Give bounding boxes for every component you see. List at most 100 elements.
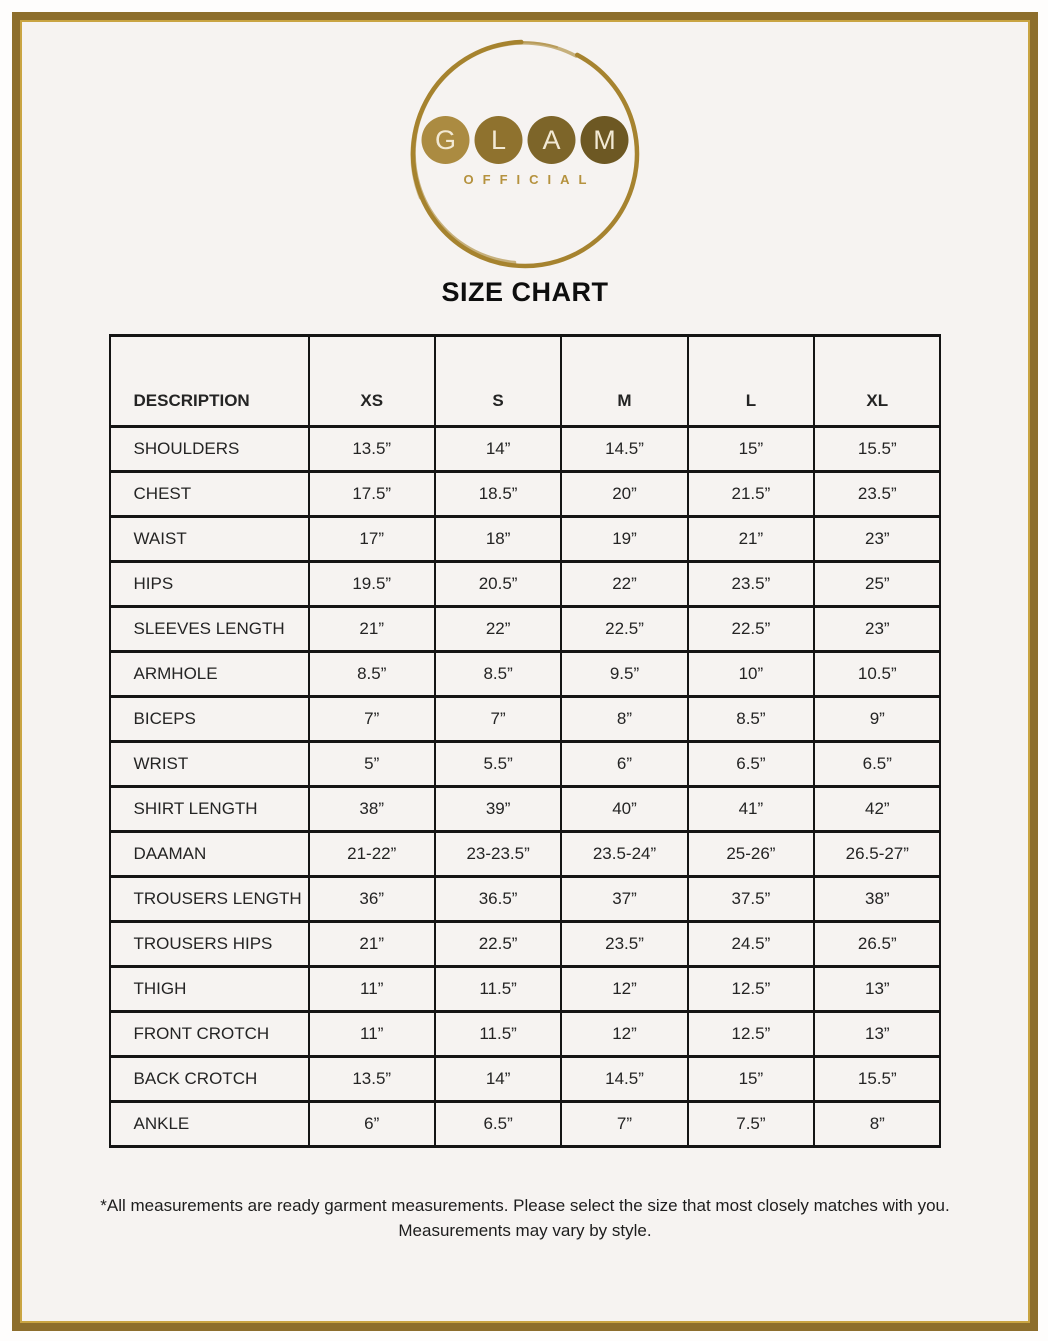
measurement-cell: 26.5” (813, 920, 942, 968)
measurement-cell: 36” (307, 875, 436, 923)
measurement-cell: 15.5” (813, 425, 942, 473)
measurement-cell: 6.5” (433, 1100, 563, 1148)
gold-frame: G L A M OFFICIAL SIZE CHART DESCRIPTION … (12, 12, 1038, 1331)
row-label: TROUSERS LENGTH (108, 875, 310, 923)
column-header-l: L (686, 334, 816, 428)
measurement-cell: 38” (307, 785, 436, 833)
measurement-cell: 8.5” (686, 695, 816, 743)
measurement-cell: 23” (813, 605, 942, 653)
table-row: BACK CROTCH 13.5” 14” 14.5” 15” 15.5” (108, 1055, 942, 1103)
measurement-cell: 25-26” (686, 830, 816, 878)
measurement-cell: 19.5” (307, 560, 436, 608)
table-row: BICEPS 7” 7” 8” 8.5” 9” (108, 695, 942, 743)
measurement-cell: 6.5” (686, 740, 816, 788)
row-label: THIGH (108, 965, 310, 1013)
table-row: WAIST 17” 18” 19” 21” 23” (108, 515, 942, 563)
brand-subtitle: OFFICIAL (463, 172, 596, 187)
column-header-description: DESCRIPTION (108, 334, 310, 428)
column-header-xl: XL (813, 334, 942, 428)
row-label: WRIST (108, 740, 310, 788)
row-label: ANKLE (108, 1100, 310, 1148)
measurement-cell: 20.5” (433, 560, 563, 608)
measurement-cell: 13” (813, 1010, 942, 1058)
measurement-cell: 18.5” (433, 470, 563, 518)
measurement-cell: 8.5” (307, 650, 436, 698)
row-label: HIPS (108, 560, 310, 608)
table-row: FRONT CROTCH 11” 11.5” 12” 12.5” 13” (108, 1010, 942, 1058)
measurement-cell: 12.5” (686, 1010, 816, 1058)
row-label: BACK CROTCH (108, 1055, 310, 1103)
measurement-cell: 36.5” (433, 875, 563, 923)
measurement-cell: 10.5” (813, 650, 942, 698)
measurement-cell: 38” (813, 875, 942, 923)
row-label: ARMHOLE (108, 650, 310, 698)
measurement-cell: 7.5” (686, 1100, 816, 1148)
measurement-cell: 26.5-27” (813, 830, 942, 878)
row-label: SHOULDERS (108, 425, 310, 473)
measurement-cell: 7” (433, 695, 563, 743)
measurement-cell: 12.5” (686, 965, 816, 1013)
measurement-cell: 13” (813, 965, 942, 1013)
measurement-cell: 22” (433, 605, 563, 653)
measurement-cell: 17.5” (307, 470, 436, 518)
logo-letter-circle: A (527, 116, 576, 164)
measurement-cell: 37.5” (686, 875, 816, 923)
row-label: DAAMAN (108, 830, 310, 878)
measurement-cell: 25” (813, 560, 942, 608)
footnote-line-1: *All measurements are ready garment meas… (100, 1196, 950, 1215)
measurement-cell: 22.5” (686, 605, 816, 653)
measurement-cell: 23.5” (560, 920, 689, 968)
column-header-s: S (433, 334, 563, 428)
measurement-cell: 24.5” (686, 920, 816, 968)
measurement-cell: 22” (560, 560, 689, 608)
brush-circle-icon (410, 39, 640, 270)
table-row: TROUSERS LENGTH 36” 36.5” 37” 37.5” 38” (108, 875, 942, 923)
measurement-cell: 15.5” (813, 1055, 942, 1103)
table-row: TROUSERS HIPS 21” 22.5” 23.5” 24.5” 26.5” (108, 920, 942, 968)
measurement-cell: 10” (686, 650, 816, 698)
measurement-cell: 5.5” (433, 740, 563, 788)
table-row: SLEEVES LENGTH 21” 22” 22.5” 22.5” 23” (108, 605, 942, 653)
table-row: SHOULDERS 13.5” 14” 14.5” 15” 15.5” (108, 425, 942, 473)
size-chart-table: DESCRIPTION XS S M L XL SHOULDERS 13.5” 14… (108, 334, 942, 1148)
measurement-cell: 11” (307, 1010, 436, 1058)
measurement-cell: 11.5” (433, 1010, 563, 1058)
logo-letter-circle: M (580, 116, 629, 164)
table-row: ANKLE 6” 6.5” 7” 7.5” 8” (108, 1100, 942, 1148)
row-label: CHEST (108, 470, 310, 518)
column-header-m: M (560, 334, 689, 428)
measurement-cell: 23.5” (686, 560, 816, 608)
measurement-cell: 23” (813, 515, 942, 563)
row-label: TROUSERS HIPS (108, 920, 310, 968)
logo-letters: G L A M (421, 116, 629, 164)
table-row: SHIRT LENGTH 38” 39” 40” 41” 42” (108, 785, 942, 833)
measurement-cell: 21” (307, 605, 436, 653)
measurement-cell: 21.5” (686, 470, 816, 518)
measurement-cell: 7” (560, 1100, 689, 1148)
logo-letter-circle: G (421, 116, 470, 164)
measurement-cell: 21” (686, 515, 816, 563)
measurement-cell: 23.5” (813, 470, 942, 518)
measurement-cell: 12” (560, 965, 689, 1013)
measurement-cell: 19” (560, 515, 689, 563)
measurement-cell: 15” (686, 1055, 816, 1103)
measurement-cell: 6” (307, 1100, 436, 1148)
measurement-cell: 15” (686, 425, 816, 473)
measurement-cell: 14.5” (560, 425, 689, 473)
measurement-cell: 17” (307, 515, 436, 563)
measurement-cell: 14” (433, 425, 563, 473)
measurement-cell: 41” (686, 785, 816, 833)
column-header-xs: XS (307, 334, 436, 428)
measurement-cell: 22.5” (560, 605, 689, 653)
table-row: DAAMAN 21-22” 23-23.5” 23.5-24” 25-26” 26.5-2… (108, 830, 942, 878)
measurement-cell: 20” (560, 470, 689, 518)
measurement-cell: 14” (433, 1055, 563, 1103)
table-body: SHOULDERS 13.5” 14” 14.5” 15” 15.5” CHEST 17.5”… (108, 425, 942, 1148)
row-label: SLEEVES LENGTH (108, 605, 310, 653)
measurement-cell: 21” (307, 920, 436, 968)
row-label: BICEPS (108, 695, 310, 743)
measurement-cell: 14.5” (560, 1055, 689, 1103)
measurement-cell: 13.5” (307, 425, 436, 473)
measurement-cell: 7” (307, 695, 436, 743)
measurement-cell: 11” (307, 965, 436, 1013)
